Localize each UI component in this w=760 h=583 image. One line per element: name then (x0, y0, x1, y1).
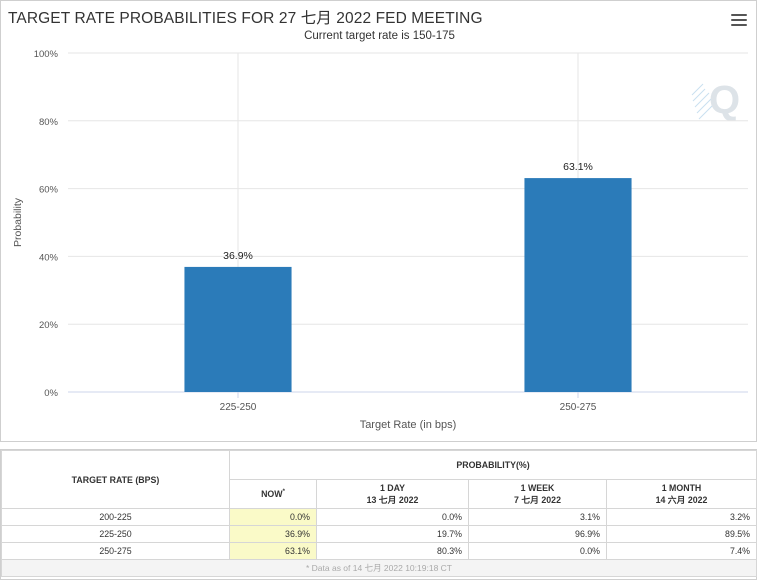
rate-cell: 200-225 (1, 508, 230, 526)
day-cell: 19.7% (316, 525, 469, 543)
week-cell: 3.1% (468, 508, 607, 526)
month-cell: 89.5% (606, 525, 757, 543)
chart-subtitle: Current target rate is 150-175 (304, 30, 455, 42)
data-label: 63.1% (563, 161, 593, 173)
bar (524, 178, 632, 392)
data-label: 36.9% (223, 250, 253, 262)
probability-table-panel: TARGET RATE (BPS) PROBABILITY(%) NOW* 1 … (0, 449, 757, 580)
header-now: NOW* (229, 479, 317, 509)
month-cell: 7.4% (606, 542, 757, 560)
y-tick-label: 40% (39, 252, 59, 263)
y-tick-label: 80% (39, 117, 59, 128)
chart-title: TARGET RATE PROBABILITIES FOR 27 七月 2022… (8, 10, 483, 27)
cme-q-logo-icon: Q (691, 78, 740, 122)
header-1-month: 1 MONTH 14 六月 2022 (606, 479, 757, 509)
x-tick-label: 250-275 (560, 402, 597, 413)
bar-chart: 0% 20% 40% 60% 80% 100% 36.9% 225-250 63.1% 250-2… (12, 49, 748, 431)
data-timestamp-note: * Data as of 14 七月 2022 10:19:18 CT (1, 559, 757, 577)
bar (184, 266, 292, 392)
y-tick-label: 60% (39, 185, 59, 196)
y-tick-label: 100% (34, 49, 59, 60)
header-1-week: 1 WEEK 7 七月 2022 (468, 479, 607, 509)
hamburger-menu-icon[interactable] (731, 14, 747, 27)
y-tick-label: 20% (39, 320, 59, 331)
day-cell: 80.3% (316, 542, 469, 560)
now-cell: 0.0% (229, 508, 317, 526)
table-row: 250-275 63.1% 80.3% 0.0% 7.4% (1, 542, 757, 560)
chart-panel: TARGET RATE PROBABILITIES FOR 27 七月 2022… (0, 0, 757, 442)
rate-cell: 250-275 (1, 542, 230, 560)
table-row: 225-250 36.9% 19.7% 96.9% 89.5% (1, 525, 757, 543)
day-cell: 0.0% (316, 508, 469, 526)
week-cell: 96.9% (468, 525, 607, 543)
y-tick-label: 0% (44, 388, 58, 399)
x-axis-label: Target Rate (in bps) (360, 419, 457, 431)
header-target-rate: TARGET RATE (BPS) (1, 450, 230, 509)
header-1-day: 1 DAY 13 七月 2022 (316, 479, 469, 509)
y-axis-label: Probability (12, 197, 24, 247)
month-cell: 3.2% (606, 508, 757, 526)
week-cell: 0.0% (468, 542, 607, 560)
header-probability: PROBABILITY(%) (229, 450, 757, 480)
rate-cell: 225-250 (1, 525, 230, 543)
table-row: 200-225 0.0% 0.0% 3.1% 3.2% (1, 508, 757, 526)
probability-table: TARGET RATE (BPS) PROBABILITY(%) NOW* 1 … (1, 450, 757, 577)
now-cell: 63.1% (229, 542, 317, 560)
svg-text:Q: Q (709, 78, 740, 122)
x-tick-label: 225-250 (220, 402, 257, 413)
now-cell: 36.9% (229, 525, 317, 543)
